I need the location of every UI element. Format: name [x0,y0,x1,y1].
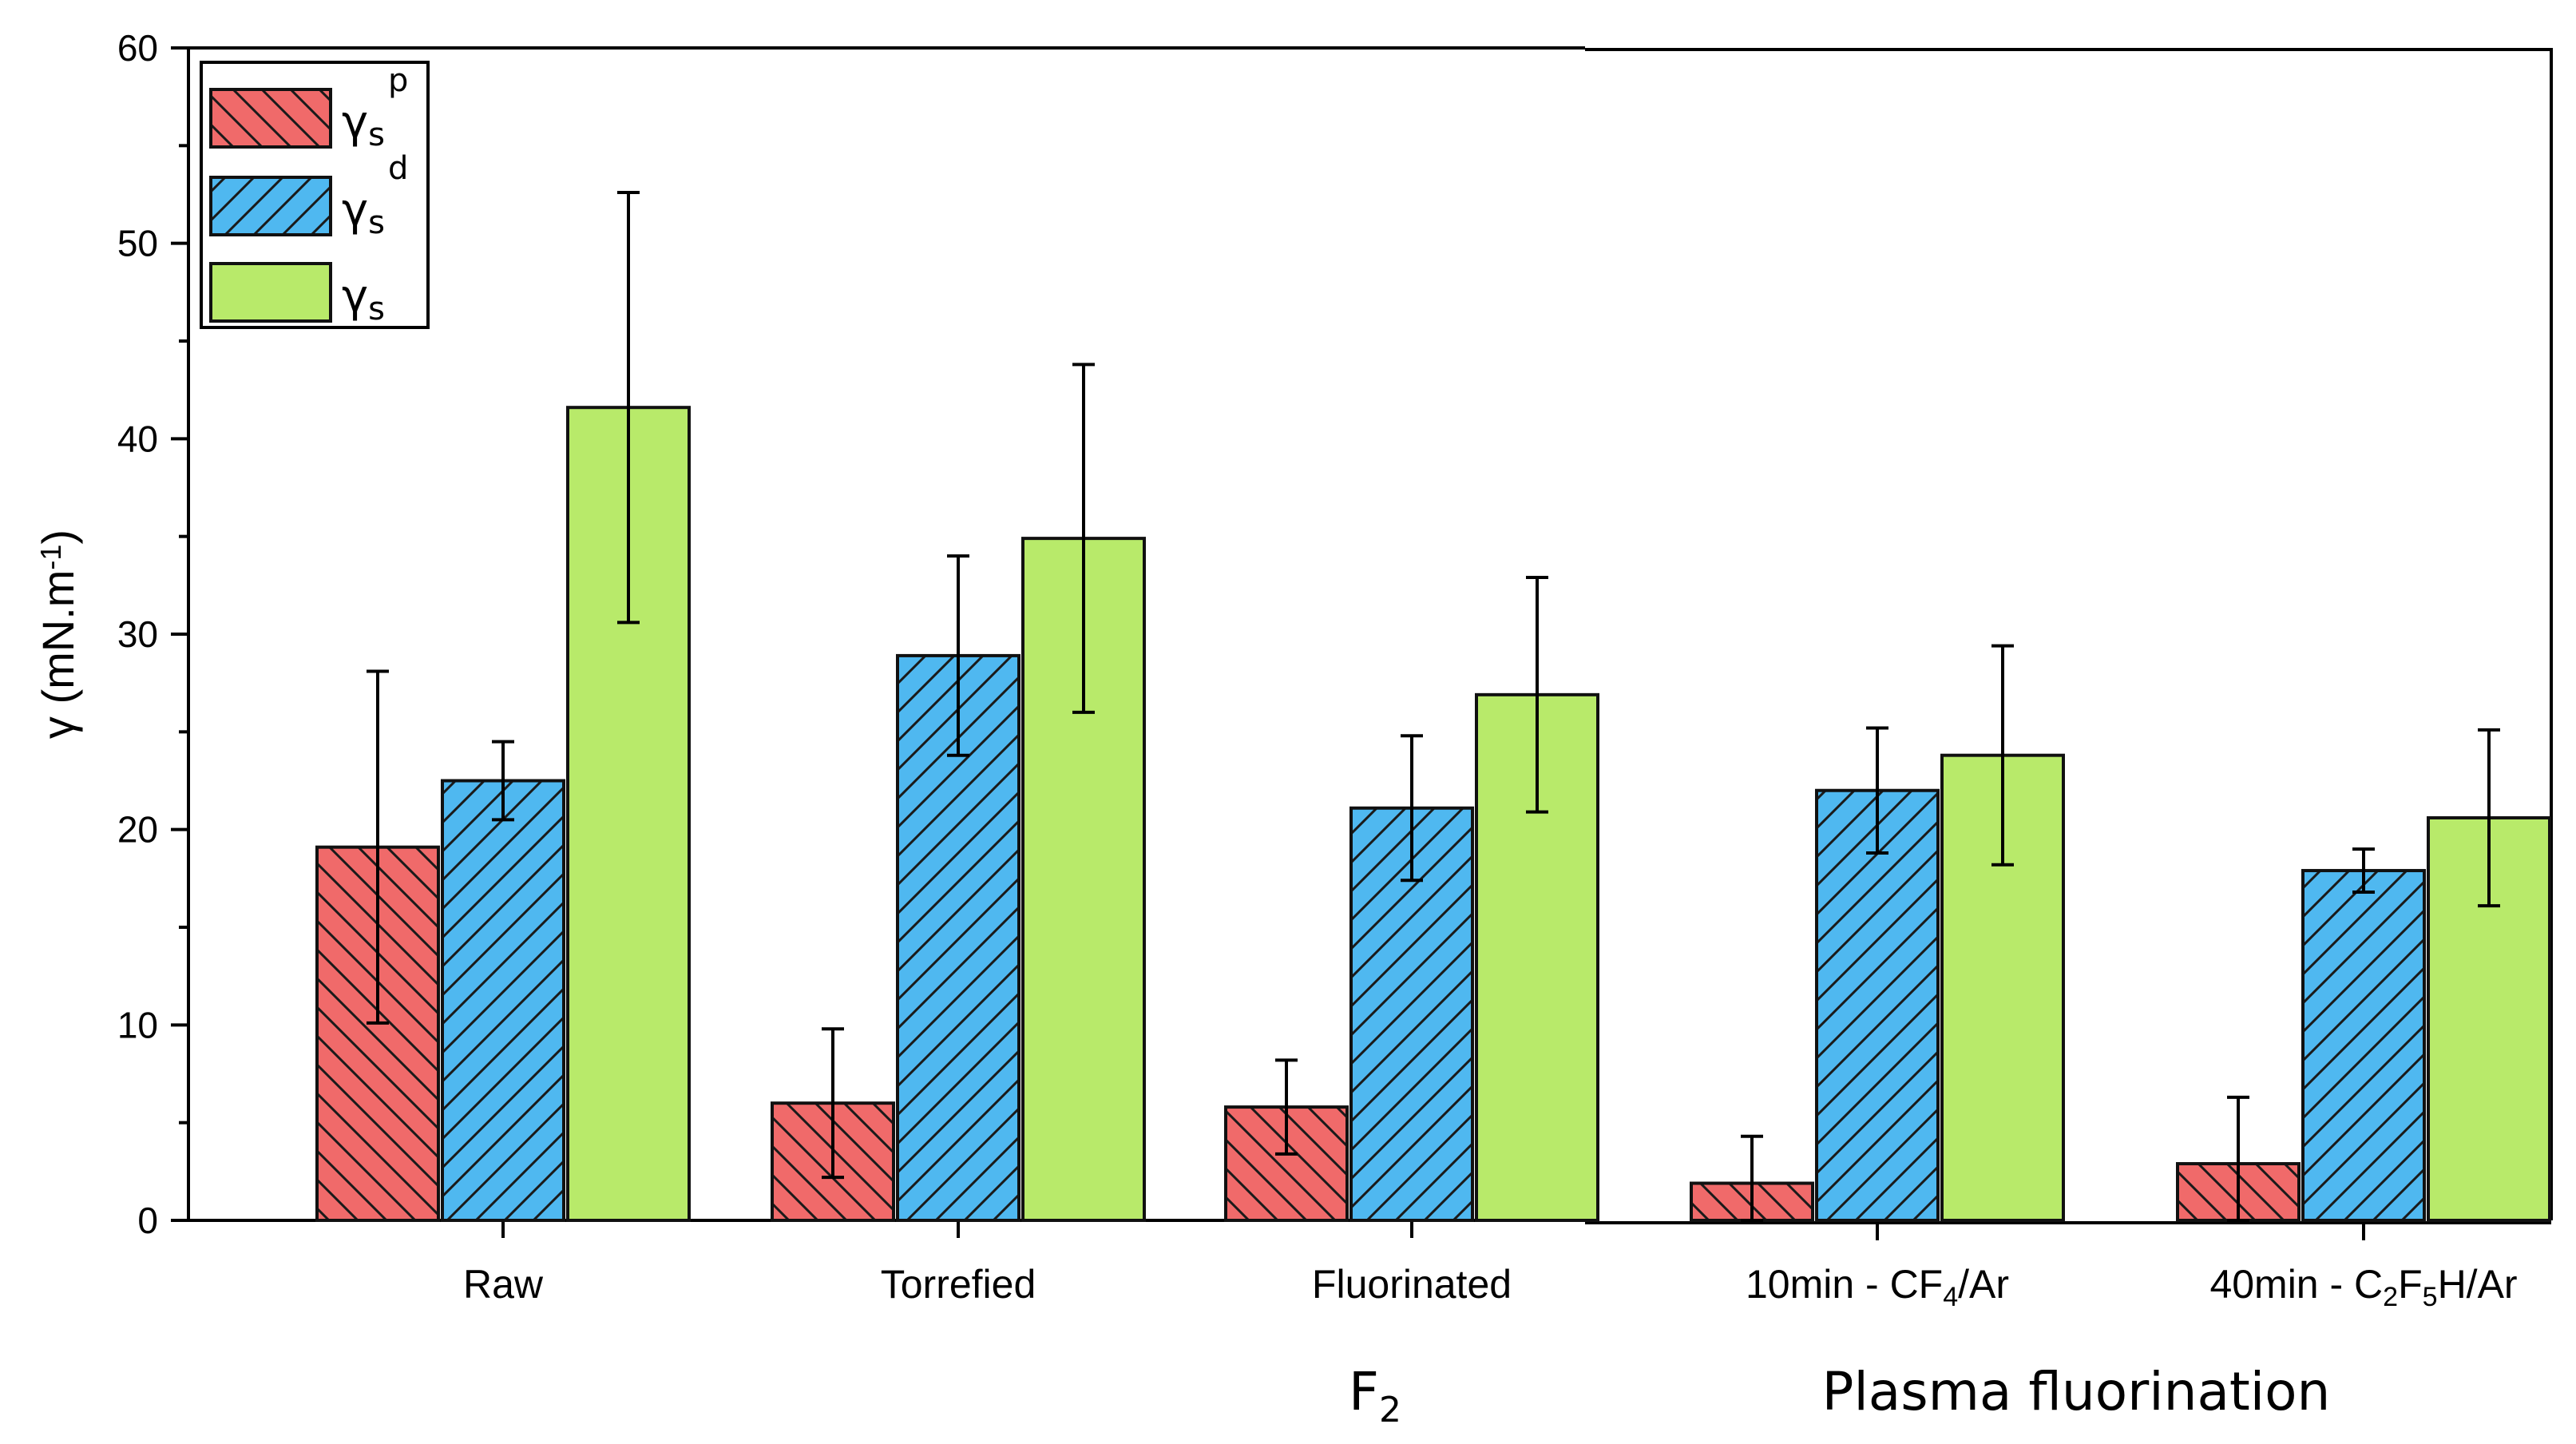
legend-label: γsp [342,62,408,153]
group-label: F2 [1349,1361,1401,1430]
bar [1815,788,1940,1222]
category-label: 10min - CF4/Ar [1746,1262,2009,1312]
y-axis-label: γ (mN.m-1) [33,530,83,739]
y-tick-label: 50 [117,223,158,264]
y-tick-label: 10 [117,1004,158,1045]
error-bars-layer [367,191,2500,1222]
labels-layer: 0 10 20 30 40 50 60 Raw Torrefied Fluorinated 10mi… [33,27,2518,1430]
y-tick-label: 60 [117,27,158,69]
y-tick-label: 0 [137,1200,158,1241]
y-tick-label: 30 [117,613,158,655]
legend-label: γs [342,271,385,327]
bar [441,779,565,1222]
category-label: Fluorinated [1312,1262,1512,1307]
bar [2301,869,2426,1222]
y-tick-label: 40 [117,418,158,459]
group-label: Plasma fluorination [1822,1361,2331,1422]
legend-swatch [209,88,332,149]
category-label: Raw [463,1262,544,1307]
bars-layer [315,406,2551,1223]
y-tick-label: 20 [117,809,158,851]
legend-label: γsd [342,150,408,241]
legend-swatch [209,176,332,236]
legend-swatch [209,262,332,323]
category-label: 40min - C2F5H/Ar [2209,1262,2517,1312]
category-label: Torrefied [881,1262,1036,1307]
